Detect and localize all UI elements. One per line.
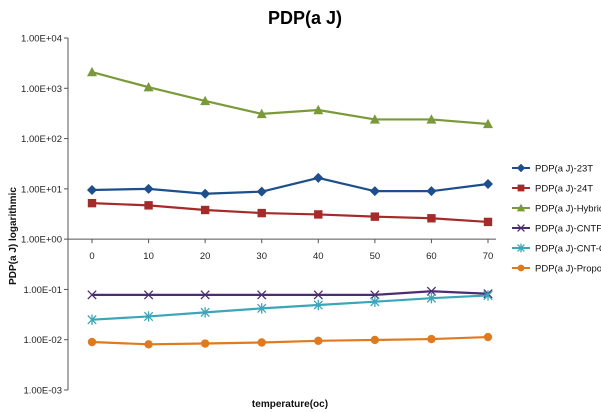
y-tick-label: 1.00E+04 [21, 34, 62, 45]
data-point [313, 290, 323, 300]
data-point [314, 210, 323, 219]
legend-label: PDP(a J)-24T [535, 184, 593, 195]
series-4 [87, 290, 493, 325]
x-tick-label: 30 [256, 251, 267, 262]
data-point [144, 201, 153, 210]
legend-label: PDP(a J)-CNTFA [535, 224, 601, 235]
data-point [257, 303, 267, 314]
y-axis-title: PDP(a J) logarithmic [8, 187, 19, 285]
data-point [370, 212, 380, 221]
plot-area: 1.00E+04 1.00E+03 1.00E+02 1.00E+01 1.00E+00… [21, 34, 496, 397]
data-point [257, 338, 266, 347]
data-point [87, 198, 97, 208]
x-tick-label: 0 [89, 251, 94, 262]
legend-swatch-marker [516, 163, 526, 173]
data-point [200, 290, 210, 300]
x-tick-label: 60 [426, 251, 437, 262]
legend-label: PDP(a J)-Proposec [535, 264, 601, 275]
legend-swatch-marker [517, 224, 525, 232]
y-tick-label: 1.00E-01 [23, 285, 62, 296]
legend-item: PDP(a J)-Proposec [512, 264, 601, 275]
legend-swatch-marker [517, 184, 525, 192]
legend-item: PDP(a J)-23T [512, 164, 593, 175]
data-point [426, 114, 437, 124]
data-point [257, 290, 267, 300]
data-point [369, 186, 380, 197]
x-tick-label: 20 [200, 251, 211, 262]
data-point [256, 186, 267, 197]
series-1 [87, 198, 493, 227]
data-point [313, 104, 324, 115]
data-point [370, 290, 380, 300]
data-point [143, 290, 154, 300]
x-tick-label: 50 [370, 251, 381, 262]
data-point [87, 337, 97, 347]
series-line [91, 71, 489, 126]
x-axis-title: temperature(oc) [252, 399, 328, 410]
data-point [200, 95, 211, 106]
data-point [143, 183, 154, 194]
legend-swatch-marker [517, 264, 525, 272]
data-point [87, 314, 97, 325]
data-point [87, 290, 97, 300]
data-point [370, 335, 380, 345]
legend-item: PDP(a J)-24T [512, 184, 593, 195]
data-point [143, 311, 154, 322]
legend-swatch-marker [517, 243, 525, 253]
data-point [483, 290, 493, 301]
data-point [483, 118, 493, 129]
data-point [200, 339, 210, 348]
data-point [313, 172, 324, 183]
series-line [91, 202, 489, 224]
y-tick-label: 1.00E+01 [21, 184, 62, 195]
legend-swatch-marker [516, 203, 526, 212]
x-tick-label: 40 [313, 251, 324, 262]
legend-label: PDP(a J)-Hybrid [535, 204, 601, 215]
data-point [483, 178, 493, 189]
y-tick-label: 1.00E+03 [21, 84, 62, 95]
series-3 [87, 286, 493, 300]
x-tick-label: 70 [483, 251, 494, 262]
data-point [483, 217, 493, 227]
data-point [314, 336, 323, 346]
data-point [483, 332, 493, 342]
legend-item: PDP(a J)-CNT-CPL [512, 244, 601, 255]
data-point [426, 186, 437, 197]
data-point [256, 108, 267, 119]
data-point [87, 184, 97, 195]
y-tick-label: 1.00E-02 [23, 335, 62, 346]
data-point [426, 286, 437, 296]
legend-label: PDP(a J)-CNT-CPL [535, 244, 601, 255]
series-5 [87, 332, 493, 349]
data-point [200, 188, 211, 199]
series-0 [87, 172, 493, 199]
data-point [87, 66, 97, 77]
data-point [143, 82, 154, 92]
series-line [91, 335, 489, 346]
legend-item: PDP(a J)-CNTFA [512, 224, 601, 235]
series-line [91, 176, 489, 195]
series-line [91, 294, 489, 321]
data-point [369, 114, 380, 124]
data-point [200, 307, 210, 318]
chart-title: PDP(a J) [268, 8, 342, 28]
data-point [313, 299, 323, 311]
data-point [427, 214, 436, 223]
legend: PDP(a J)-23T PDP(a J)-24T PDP(a J)-Hybrid P… [512, 164, 601, 275]
series-2 [87, 66, 493, 129]
y-tick-label: 1.00E+00 [21, 235, 62, 246]
x-tick-label: 10 [143, 251, 154, 262]
y-tick-label: 1.00E+02 [21, 134, 62, 145]
y-tick-label: 1.00E-03 [23, 386, 62, 397]
data-point [370, 296, 380, 307]
data-point [257, 208, 266, 218]
data-point [144, 340, 153, 349]
series-line [92, 290, 489, 296]
legend-label: PDP(a J)-23T [535, 164, 593, 175]
data-point [427, 334, 436, 344]
legend-item: PDP(a J)-Hybrid [512, 204, 601, 215]
data-point [426, 292, 437, 304]
data-point [200, 205, 210, 215]
